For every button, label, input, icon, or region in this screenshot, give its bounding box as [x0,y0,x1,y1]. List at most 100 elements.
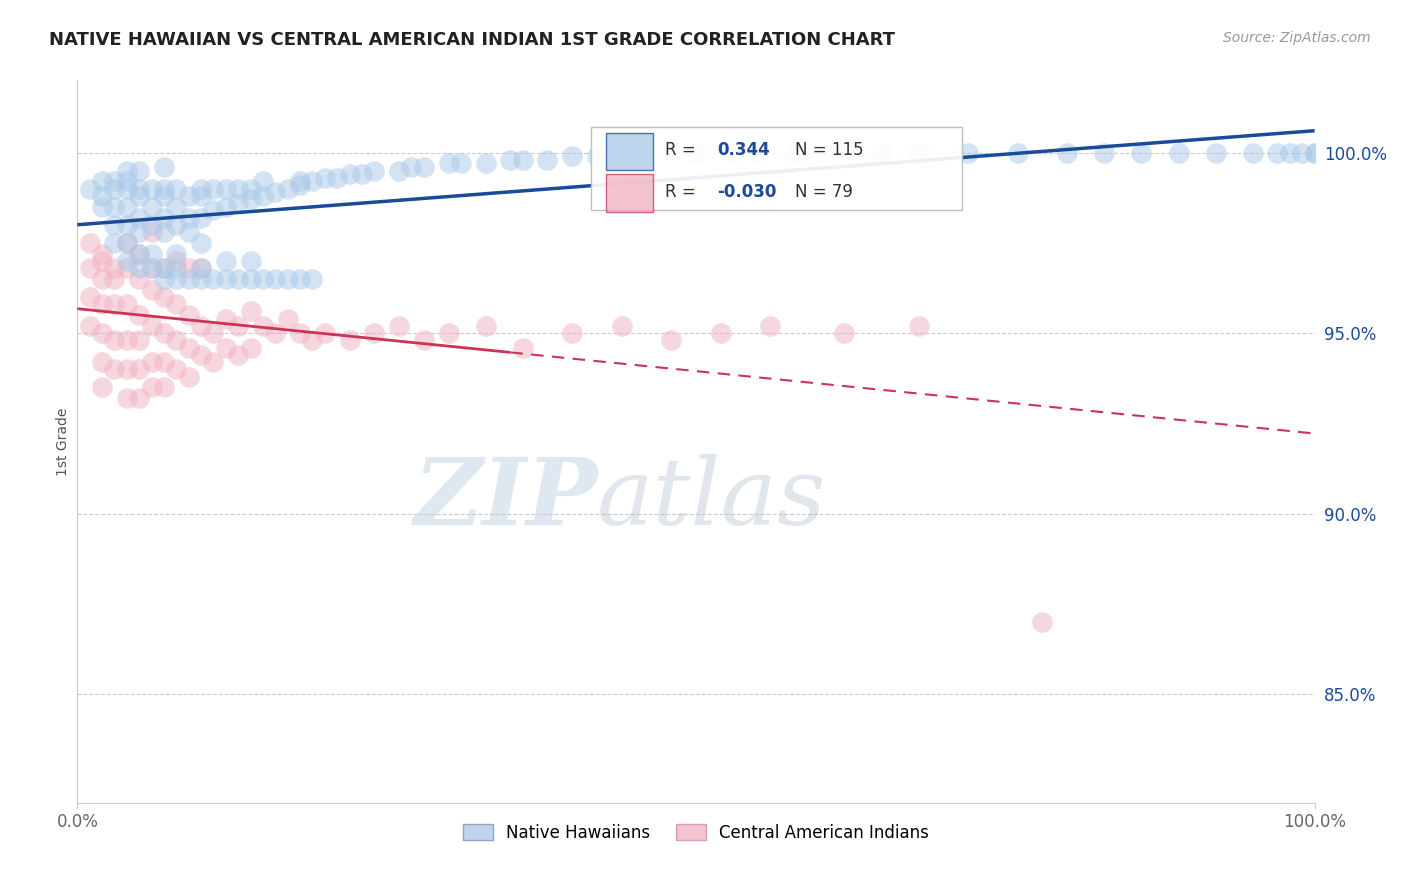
Point [339,334,361,348]
Point [561,149,583,163]
Point [153,272,176,286]
Text: atlas: atlas [598,454,827,544]
Point [190,182,212,196]
Point [450,156,472,170]
Text: 0.344: 0.344 [717,141,769,159]
Point [499,153,522,167]
Point [412,160,434,174]
Text: -0.030: -0.030 [717,183,776,201]
Point [141,182,163,196]
Point [103,218,125,232]
Point [165,182,187,196]
Point [153,160,176,174]
Point [401,160,423,174]
Point [1130,145,1153,160]
Point [277,182,299,196]
Point [103,272,125,286]
Point [834,326,856,341]
Point [215,341,238,355]
Point [128,225,150,239]
Point [1092,145,1115,160]
Point [783,145,806,160]
Point [870,145,893,160]
Point [326,170,349,185]
Point [1056,145,1078,160]
Y-axis label: 1st Grade: 1st Grade [56,408,70,475]
Point [79,261,101,276]
Point [301,174,323,188]
Point [239,193,262,207]
Point [177,369,200,384]
FancyBboxPatch shape [591,128,962,211]
Text: NATIVE HAWAIIAN VS CENTRAL AMERICAN INDIAN 1ST GRADE CORRELATION CHART: NATIVE HAWAIIAN VS CENTRAL AMERICAN INDI… [49,31,896,49]
Point [141,200,163,214]
Point [91,200,114,214]
Point [363,163,385,178]
Point [202,272,225,286]
Point [165,334,187,348]
Point [610,318,633,333]
Point [821,145,844,160]
Point [226,348,249,362]
Point [128,246,150,260]
Point [474,156,496,170]
Point [165,261,187,276]
Point [277,311,299,326]
Point [215,272,238,286]
Point [1303,145,1326,160]
Point [215,200,238,214]
Point [215,254,238,268]
Point [91,380,114,394]
Point [586,149,609,163]
Point [190,272,212,286]
Point [190,318,212,333]
Point [91,254,114,268]
Point [141,355,163,369]
Point [79,235,101,250]
Point [91,355,114,369]
Point [103,182,125,196]
Text: R =: R = [665,141,702,159]
Point [165,272,187,286]
Point [91,174,114,188]
Point [363,326,385,341]
Point [239,341,262,355]
Point [177,211,200,225]
Point [474,318,496,333]
Point [91,246,114,260]
Point [165,297,187,311]
Point [215,311,238,326]
Point [202,326,225,341]
Point [388,318,411,333]
Point [1205,145,1227,160]
Point [115,362,138,376]
Point [103,334,125,348]
Point [128,246,150,260]
Point [128,272,150,286]
Text: Source: ZipAtlas.com: Source: ZipAtlas.com [1223,31,1371,45]
Point [79,290,101,304]
Point [190,261,212,276]
Point [226,196,249,211]
Text: N = 115: N = 115 [794,141,863,159]
Point [128,391,150,405]
Point [91,297,114,311]
Point [103,200,125,214]
Point [177,261,200,276]
Point [239,182,262,196]
FancyBboxPatch shape [606,174,652,212]
Point [115,261,138,276]
Point [636,149,658,163]
Point [685,145,707,160]
Point [91,272,114,286]
Point [128,261,150,276]
Point [141,283,163,297]
Point [1303,145,1326,160]
Point [79,182,101,196]
Point [128,362,150,376]
Point [277,272,299,286]
Point [115,200,138,214]
Point [202,355,225,369]
Point [177,189,200,203]
Point [239,272,262,286]
